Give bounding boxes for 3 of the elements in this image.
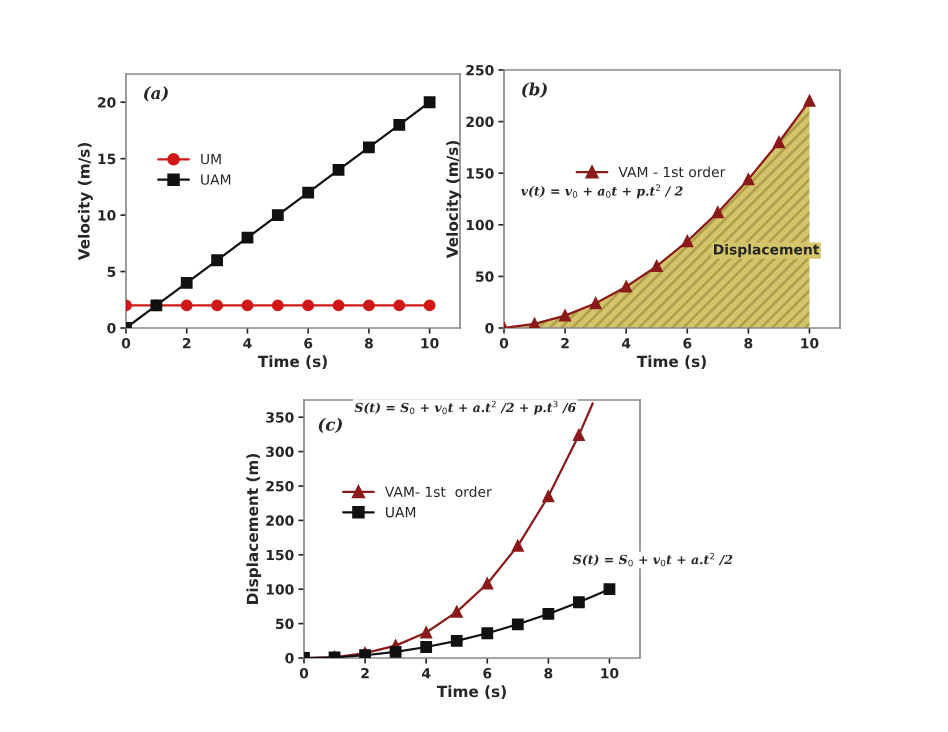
annotation: (c)	[318, 417, 342, 433]
annotation: (a)	[144, 86, 168, 102]
annotation: (b)	[522, 82, 547, 98]
